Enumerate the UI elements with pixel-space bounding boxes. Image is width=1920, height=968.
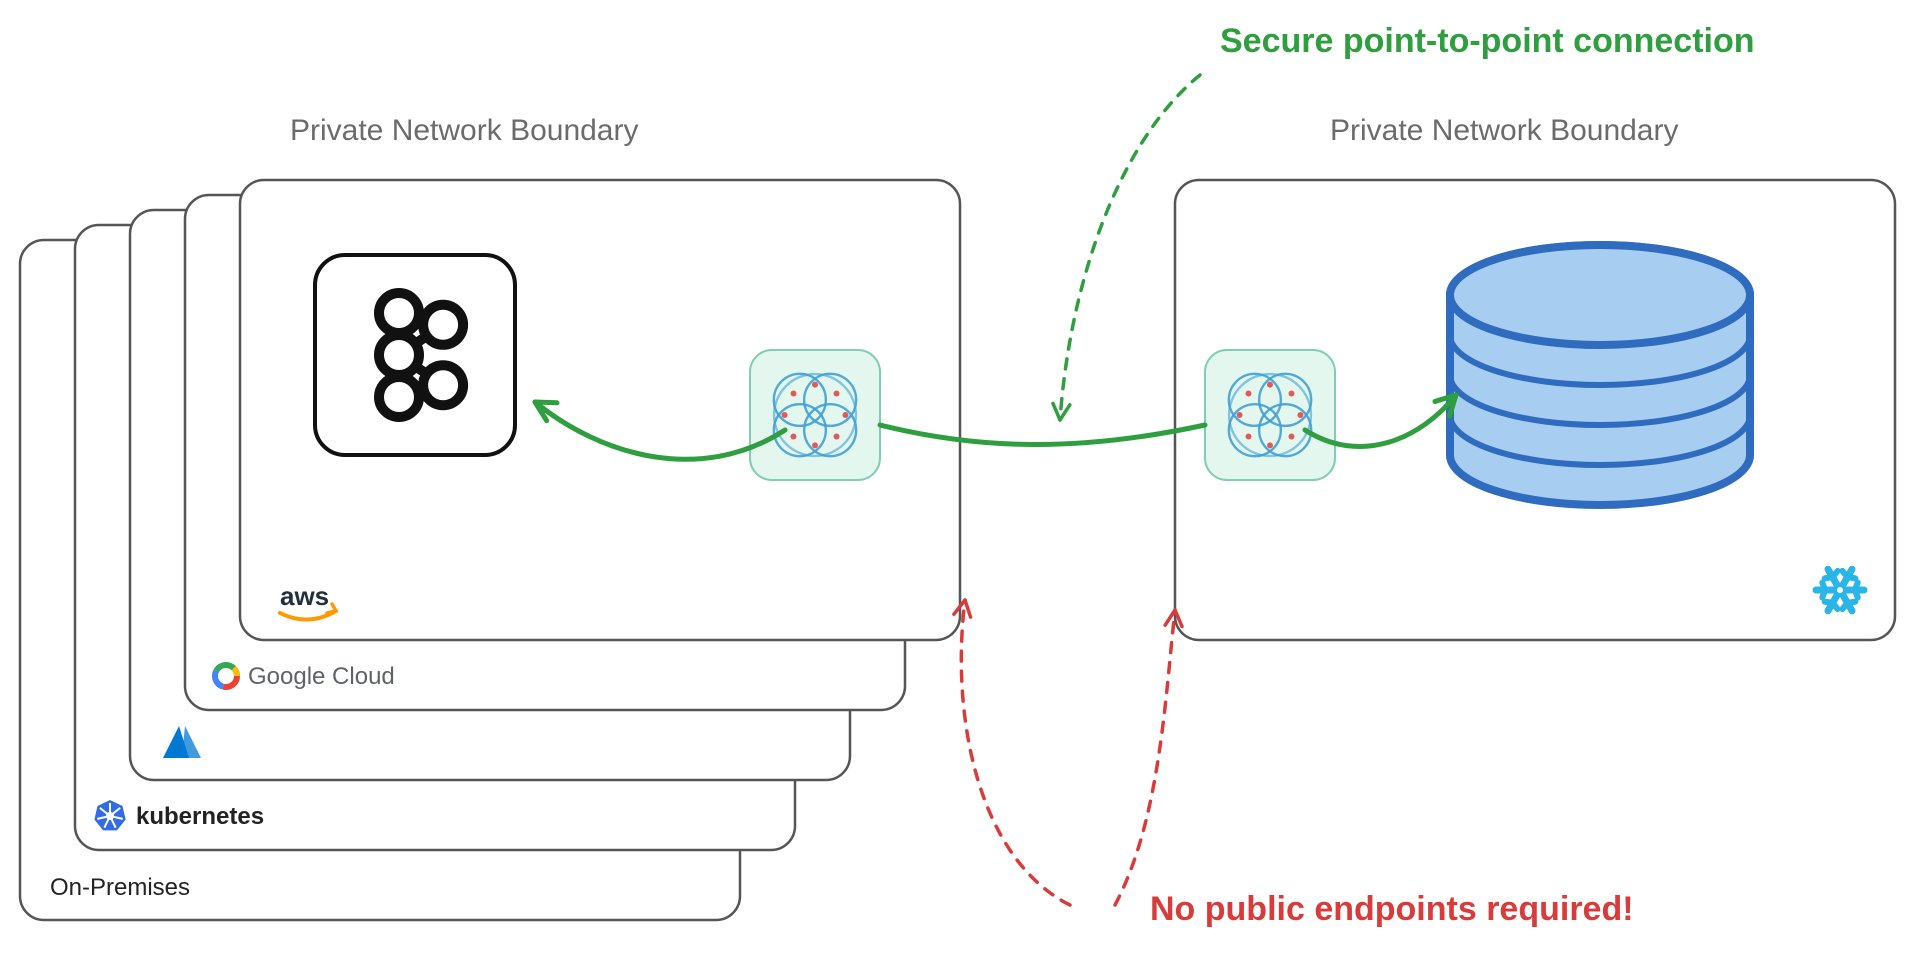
connector-badge-left xyxy=(750,350,880,480)
svg-text:Google Cloud: Google Cloud xyxy=(248,663,395,690)
database-node xyxy=(1450,245,1750,505)
diagram-svg: Private Network Boundary Private Network… xyxy=(0,0,1920,968)
kafka-node xyxy=(315,255,515,455)
secure-connection-label: Secure point-to-point connection xyxy=(1220,22,1755,60)
azure-icon xyxy=(163,726,201,758)
snowflake-icon xyxy=(1816,569,1864,611)
left-network-stack xyxy=(20,180,960,920)
on-premises-label: On-Premises xyxy=(50,874,190,901)
no-public-endpoints-annotation xyxy=(954,600,1182,905)
right-network-card xyxy=(1175,180,1895,640)
svg-text:kubernetes: kubernetes xyxy=(136,803,264,830)
connector-badge-right xyxy=(1205,350,1335,480)
svg-text:aws: aws xyxy=(280,581,329,611)
diagram-stage: Private Network Boundary Private Network… xyxy=(0,0,1920,968)
secure-connection-arrows xyxy=(535,395,1456,459)
google-cloud-icon: Google Cloud xyxy=(215,663,395,690)
kubernetes-icon: kubernetes xyxy=(94,800,264,830)
no-public-endpoints-label: No public endpoints required! xyxy=(1150,890,1634,928)
svg-text:On-Premises: On-Premises xyxy=(50,874,190,901)
right-boundary-title: Private Network Boundary xyxy=(1330,114,1679,147)
secure-connection-annotation xyxy=(1053,75,1200,420)
left-boundary-title: Private Network Boundary xyxy=(290,114,639,147)
aws-icon: aws xyxy=(280,581,336,620)
